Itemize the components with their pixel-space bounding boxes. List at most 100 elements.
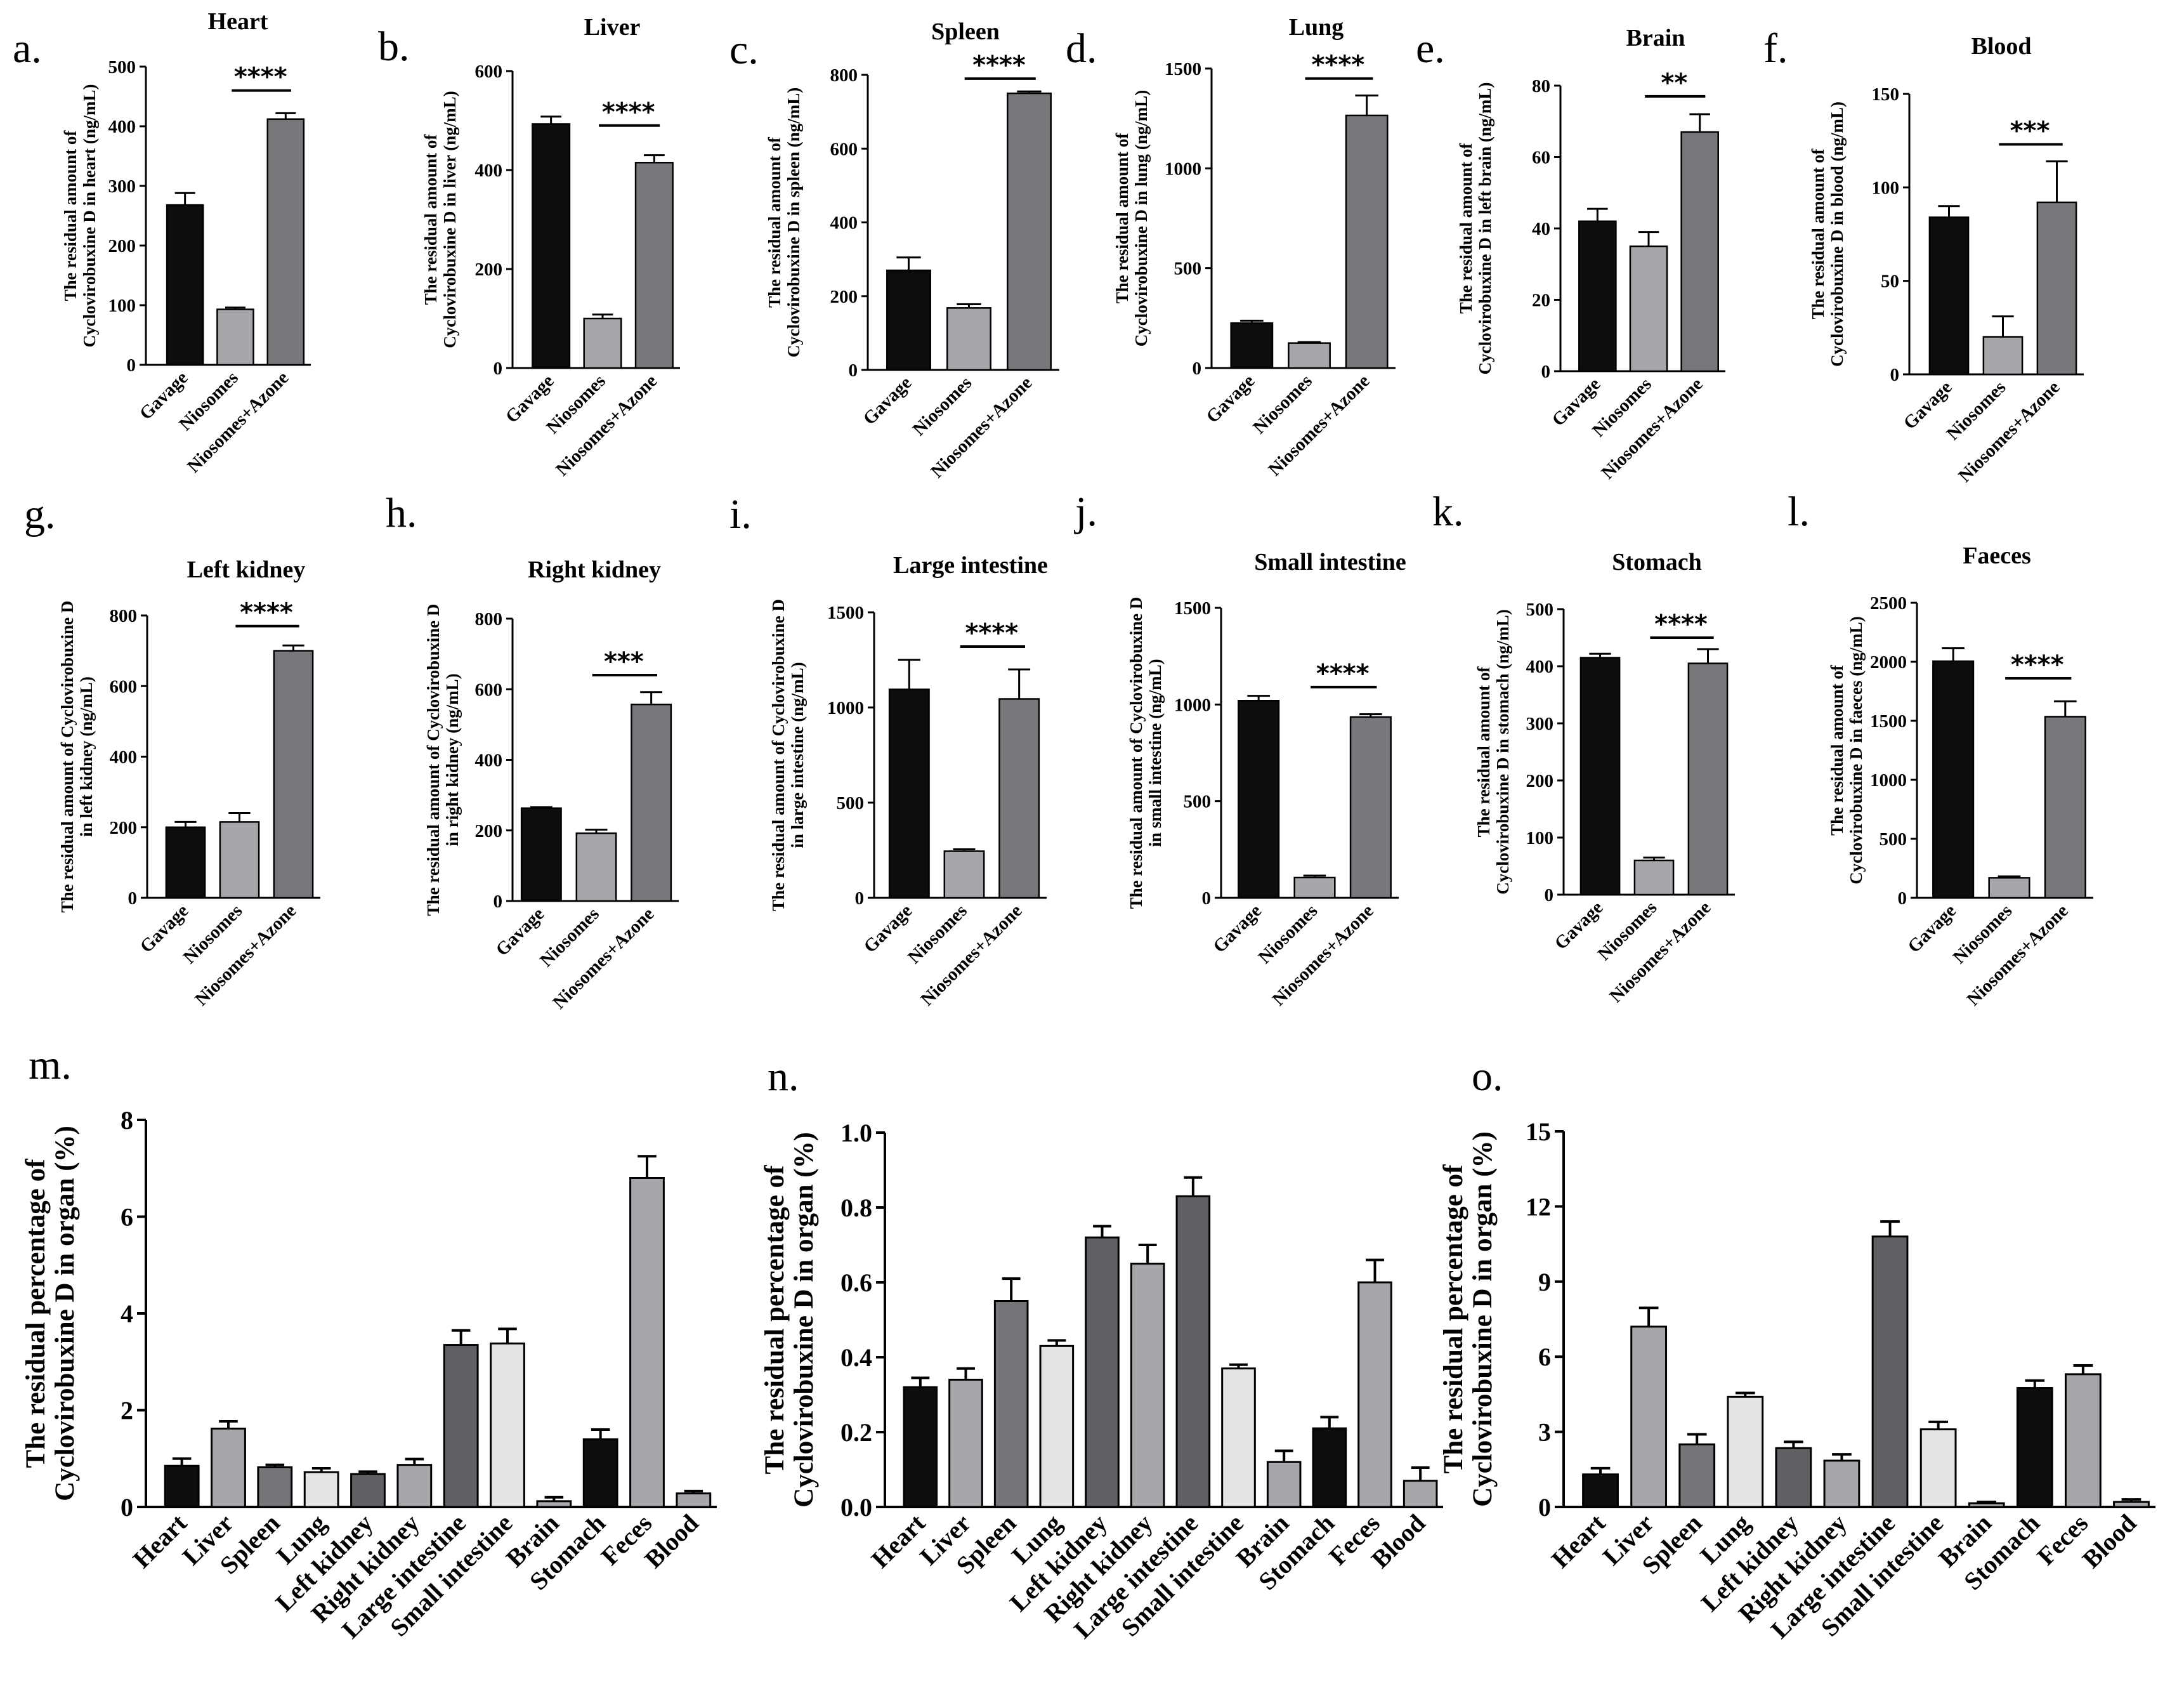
x-tick-label: Blood — [1366, 1509, 1431, 1574]
y-axis-label: The residual amount of Cyclovirobuxine D… — [424, 604, 462, 916]
y-tick-label: 600 — [110, 676, 138, 697]
x-tick-label: Gavage — [1209, 900, 1265, 957]
bar-right-kidney — [1130, 1263, 1165, 1508]
x-tick-label: Niosomes+Azone — [1269, 900, 1378, 1010]
y-tick-label: 500 — [108, 57, 136, 77]
bar-liver — [211, 1427, 246, 1508]
y-axis-label-line: The residual amount of — [1113, 133, 1132, 304]
bar-stomach — [582, 1438, 618, 1508]
significance-marker: *** — [604, 647, 644, 676]
y-tick-label: 2 — [121, 1397, 133, 1425]
y-tick-label: 300 — [108, 176, 136, 197]
y-tick-label: 800 — [830, 65, 858, 86]
y-axis-label-line: in left kidney (ng/mL) — [77, 676, 96, 837]
y-axis-label-line: Cyclovirobuxine D in blood (ng/mL) — [1828, 102, 1847, 367]
bar-gavage — [1230, 322, 1274, 369]
x-tick-label: Heart — [1546, 1508, 1611, 1574]
y-axis-label-line: The residual amount of — [1456, 143, 1475, 314]
bar-gavage — [532, 123, 571, 369]
significance-marker: **** — [965, 619, 1018, 648]
x-tick-label: Niosomes+Azone — [927, 372, 1036, 482]
bar-gavage — [520, 807, 562, 902]
y-tick-label: 500 — [837, 793, 865, 813]
y-tick-label: 1500 — [1165, 59, 1201, 79]
y-axis-label: The residual amount ofCyclovirobuxine D … — [421, 91, 459, 348]
y-tick-label: 200 — [475, 260, 503, 280]
y-tick-label: 0.6 — [840, 1268, 872, 1297]
bar-small-intestine — [490, 1342, 525, 1508]
chart-title: Left kidney — [187, 556, 306, 583]
panel-e: e. Brain 0 20 40 60 80 The residual amount ofCy… — [1416, 25, 1725, 483]
bar-stomach — [1312, 1427, 1347, 1508]
y-axis-label: The residual percentage ofCyclovirobuxin… — [21, 1126, 80, 1501]
panel-label: c. — [729, 27, 759, 73]
y-axis-label: The residual amount ofCyclovirobuxine D … — [1456, 82, 1494, 375]
x-tick-label: Gavage — [1203, 371, 1259, 427]
y-tick-label: 0 — [127, 355, 136, 376]
bar-gavage — [165, 826, 206, 899]
panel-label: m. — [29, 1042, 72, 1088]
significance-marker: *** — [2010, 117, 2050, 146]
y-tick-label: 0 — [855, 888, 865, 909]
bar-niosomes-azone — [1007, 92, 1052, 371]
y-tick-label: 80 — [1532, 76, 1550, 96]
y-tick-label: 600 — [475, 62, 503, 82]
y-tick-label: 500 — [1526, 600, 1554, 620]
bar-brain — [536, 1500, 572, 1508]
panel-i: i. Large intestine 0 500 1000 1500 The residua… — [729, 491, 1048, 1010]
bar-feces — [629, 1177, 665, 1508]
y-axis-label-line: in small intestine (ng/mL) — [1146, 659, 1165, 846]
bar-heart — [903, 1386, 938, 1508]
bar-gavage — [1932, 660, 1975, 899]
bar-lung — [1039, 1345, 1075, 1508]
x-tick-label: Heart — [866, 1508, 931, 1574]
panel-label: h. — [386, 490, 417, 536]
panel-label: l. — [1788, 489, 1810, 535]
x-tick-label: Gavage — [860, 372, 916, 429]
bar-gavage — [1578, 220, 1617, 372]
y-axis-label-line: The residual amount of — [421, 134, 440, 305]
significance-marker: **** — [1654, 610, 1708, 639]
panel-j: j. Small intestine 0 500 1000 1500 The residua… — [1074, 489, 1406, 1010]
bar-feces — [1357, 1281, 1392, 1508]
y-axis-label: The residual amount ofCyclovirobuxine D … — [61, 84, 99, 347]
panel-label: b. — [378, 23, 410, 70]
bar-spleen — [1678, 1443, 1716, 1508]
bar-niosomes-azone — [266, 118, 305, 366]
y-axis-label-line: Cyclovirobuxine D in liver (ng/mL) — [440, 91, 459, 348]
y-axis-label-line: Cyclovirobuxine D in left brain (ng/mL) — [1475, 82, 1494, 375]
y-tick-label: 100 — [1872, 178, 1900, 198]
y-tick-label: 400 — [1526, 657, 1554, 677]
y-axis-label-line: The residual amount of Cyclovirobuxine D — [424, 604, 443, 916]
y-axis-label-line: Cyclovirobuxine D in faeces (ng/mL) — [1847, 616, 1866, 884]
y-tick-label: 800 — [475, 609, 503, 629]
significance-marker: **** — [2011, 650, 2064, 680]
panel-m: m. 0 2 4 6 8 The residual percentage ofCyclovi… — [21, 1042, 717, 1644]
y-tick-label: 1.0 — [840, 1119, 872, 1147]
chart-title: Spleen — [931, 18, 1000, 45]
x-tick-label: Gavage — [1904, 900, 1960, 957]
x-tick-label: Niosomes+Azone — [917, 900, 1026, 1010]
y-tick-label: 200 — [110, 818, 138, 838]
bar-niosomes-azone — [634, 162, 674, 369]
y-tick-label: 15 — [1526, 1117, 1551, 1146]
bar-niosomes-azone — [1349, 716, 1392, 899]
x-tick-label: Blood — [2077, 1509, 2142, 1574]
y-tick-label: 0 — [1890, 365, 1900, 385]
y-tick-label: 2500 — [1870, 593, 1907, 614]
bar-heart — [1582, 1473, 1619, 1508]
bar-spleen — [257, 1466, 293, 1508]
y-tick-label: 2000 — [1870, 652, 1907, 673]
y-axis-label: The residual amount of Cyclovirobuxine D… — [769, 599, 807, 911]
y-tick-label: 1000 — [1174, 695, 1211, 715]
y-tick-label: 0.8 — [840, 1194, 872, 1222]
y-axis-label-line: The residual percentage of — [21, 1159, 51, 1468]
bar-niosomes-azone — [2036, 201, 2077, 376]
chart-title: Blood — [1971, 33, 2031, 60]
y-tick-label: 150 — [1872, 84, 1900, 105]
y-tick-label: 200 — [475, 821, 503, 841]
y-tick-label: 500 — [1174, 259, 1202, 279]
bar-niosomes-azone — [998, 698, 1040, 899]
y-axis-label: The residual percentage ofCyclovirobuxin… — [1439, 1131, 1498, 1507]
panel-g: g. Left kidney 0 200 400 600 800 The residual a… — [24, 491, 320, 1010]
